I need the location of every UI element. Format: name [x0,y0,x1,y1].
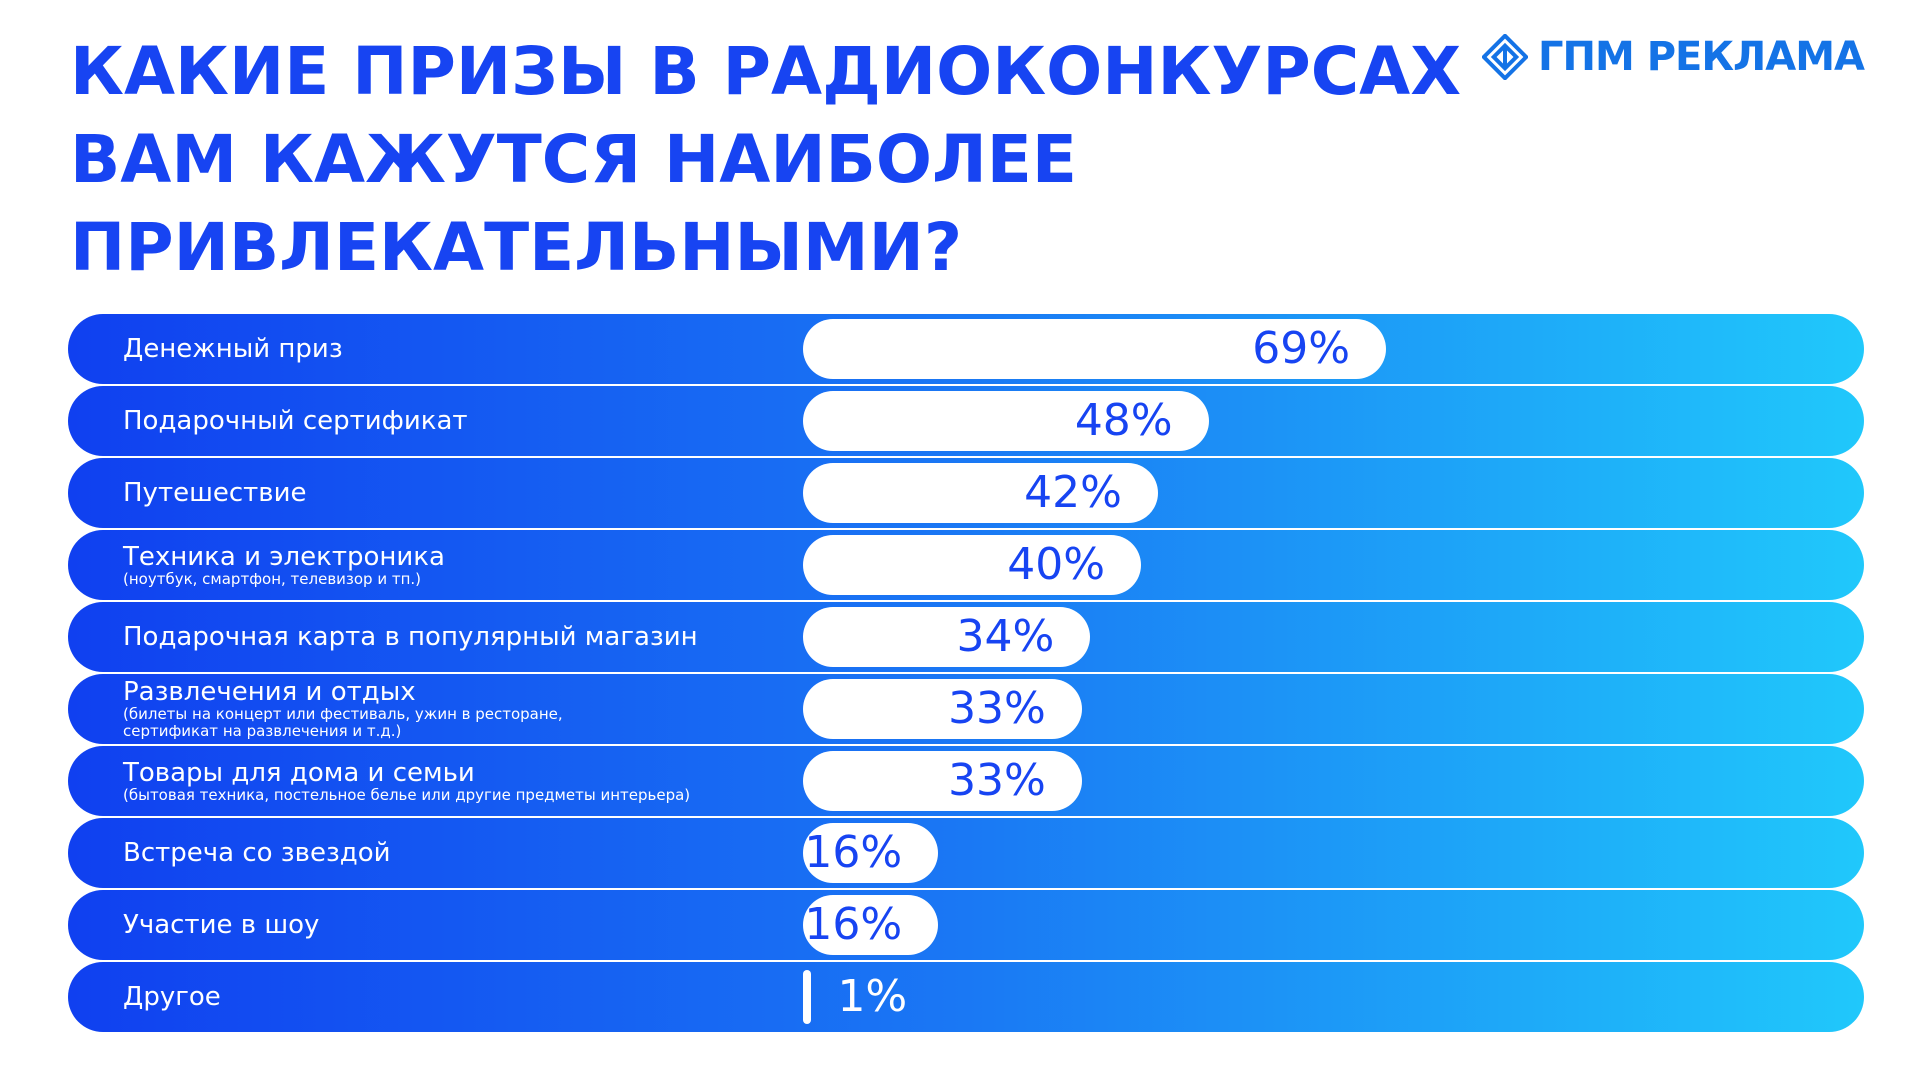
chart-row: Техника и электроника (ноутбук, смартфон,… [68,530,1864,600]
category-name: Другое [123,982,221,1012]
category-name: Товары для дома и семьи [123,757,475,788]
bar-value-label: 40% [1007,539,1105,590]
category-label: Товары для дома и семьи (бытовая техника,… [123,746,803,816]
title-line: ПРИВЛЕКАТЕЛЬНЫМИ? [70,209,963,286]
title-line: КАКИЕ ПРИЗЫ В РАДИОКОНКУРСАХ [70,33,1462,110]
bar-value-label: 69% [1252,323,1351,374]
category-note: (билеты на концерт или фестиваль, ужин в… [123,705,563,740]
category-name: Участие в шоу [123,910,320,940]
chart-row: Подарочная карта в популярный магазин 34% [68,602,1864,672]
bar [803,751,1082,811]
bar [803,535,1141,595]
bar-value-label: 33% [948,755,1046,806]
category-label: Подарочная карта в популярный магазин [123,602,803,672]
category-name: Техника и электроника [123,541,445,572]
chart-row: Встреча со звездой 16% [68,818,1864,888]
bar-value-label: 34% [956,611,1055,662]
bar-value-label: 42% [1024,467,1122,518]
chart-row: Денежный приз 69% [68,314,1864,384]
bar [803,970,812,1024]
bar-chart: Денежный приз 69% Подарочный сертификат 48%… [68,314,1864,1034]
bar-value-label: 48% [1074,395,1173,446]
category-name: Подарочный сертификат [123,406,468,436]
bar [803,679,1082,739]
category-name: Встреча со звездой [123,838,391,868]
bar [803,607,1091,667]
category-label: Другое [123,962,803,1032]
category-name: Подарочная карта в популярный магазин [123,622,698,652]
chart-row: Путешествие 42% [68,458,1864,528]
bar-value-label: 1% [837,971,908,1022]
bar [803,319,1387,379]
category-label: Подарочный сертификат [123,386,803,456]
category-note: (ноутбук, смартфон, телевизор и тп.) [123,569,422,588]
category-label: Встреча со звездой [123,818,803,888]
bar [803,823,939,883]
chart-row: Подарочный сертификат 48% [68,386,1864,456]
chart-row: Товары для дома и семьи (бытовая техника,… [68,746,1864,816]
chart-row: Другое 1% [68,962,1864,1032]
category-label: Участие в шоу [123,890,803,960]
brand-logo: ГПМ РЕКЛАМА [1482,34,1865,80]
bar [803,463,1158,523]
bar-value-label: 16% [804,899,903,950]
category-label: Путешествие [123,458,803,528]
brand-logo-text: ГПМ РЕКЛАМА [1538,34,1865,80]
category-name: Денежный приз [123,334,343,364]
bar-value-label: 16% [804,827,903,878]
category-name: Путешествие [123,478,307,508]
category-label: Техника и электроника (ноутбук, смартфон,… [123,530,803,600]
diamond-logo-icon [1482,34,1529,80]
page-title: КАКИЕ ПРИЗЫ В РАДИОКОНКУРСАХ ВАМ КАЖУТСЯ… [70,28,1470,292]
category-name: Развлечения и отдых [123,677,416,707]
category-label: Развлечения и отдых (билеты на концерт ил… [123,674,803,744]
bar-value-label: 33% [948,683,1046,734]
chart-row: Участие в шоу 16% [68,890,1864,960]
category-label: Денежный приз [123,314,803,384]
category-note: (бытовая техника, постельное белье или д… [123,785,691,804]
bar [803,895,939,955]
bar [803,391,1209,451]
chart-row: Развлечения и отдых (билеты на концерт ил… [68,674,1864,744]
title-line: ВАМ КАЖУТСЯ НАИБОЛЕЕ [70,121,1077,198]
